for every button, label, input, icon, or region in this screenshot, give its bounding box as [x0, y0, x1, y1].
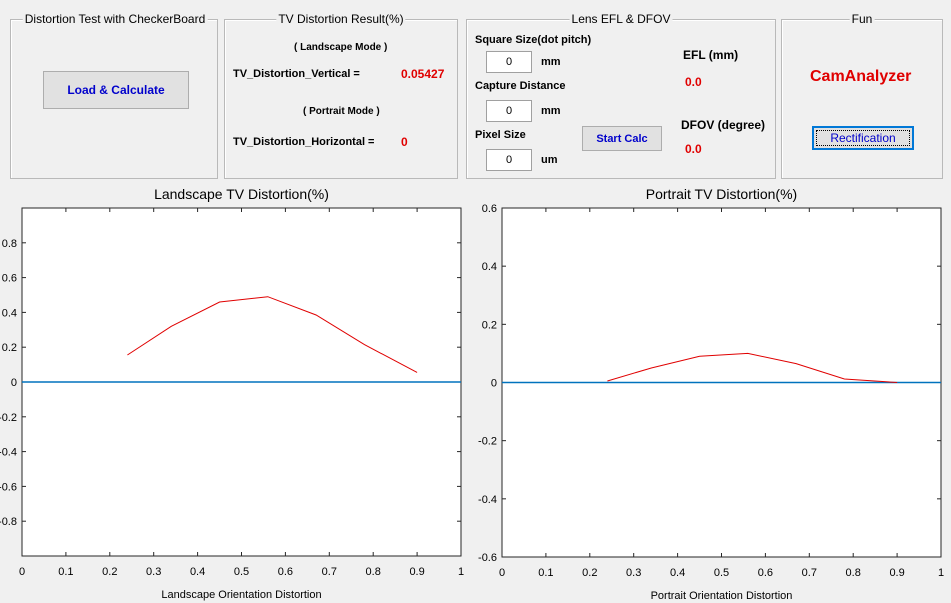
- landscape-y-tick-label: 0.8: [2, 238, 17, 250]
- portrait-x-tick-label: 0.3: [626, 567, 641, 579]
- portrait-distortion-chart: Portrait TV Distortion(%) 0 0.1 0.2 0.3 0.4 0.…: [478, 186, 944, 602]
- portrait-series-line-0: [607, 352, 898, 383]
- landscape-title: Landscape TV Distortion(%): [154, 186, 329, 202]
- portrait-x-tick-label: 0.4: [670, 567, 685, 579]
- tv-distortion-horizontal-value: 0: [401, 135, 408, 149]
- pixel-size-input[interactable]: [486, 149, 532, 171]
- portrait-x-tick-label: 0.2: [582, 567, 597, 579]
- rectification-button[interactable]: Rectification: [812, 126, 914, 150]
- portrait-y-tick-label: 0: [491, 378, 497, 390]
- square-size-label: Square Size(dot pitch): [475, 34, 592, 46]
- portrait-y-tick-label: -0.2: [478, 436, 497, 448]
- landscape-x-axis-label: Landscape Orientation Distortion: [161, 589, 321, 601]
- camanalyzer-brand: CamAnalyzer: [810, 68, 912, 85]
- portrait-x-tick-label: 1: [938, 567, 944, 579]
- landscape-x-tick-label: 0.6: [278, 566, 293, 578]
- landscape-y-tick-label: -0.8: [0, 516, 17, 528]
- pixel-size-label: Pixel Size: [475, 129, 526, 141]
- efl-label: EFL (mm): [683, 48, 739, 62]
- tv-distortion-vertical-label: TV_Distortion_Vertical =: [233, 68, 360, 80]
- square-size-unit: mm: [541, 56, 561, 68]
- landscape-x-tick-label: 0: [19, 566, 25, 578]
- portrait-y-tick-label: -0.4: [478, 494, 497, 506]
- landscape-y-tick-label: -0.6: [0, 481, 17, 493]
- portrait-x-tick-label: 0.9: [889, 567, 904, 579]
- landscape-x-tick-label: 0.2: [102, 566, 117, 578]
- pixel-size-unit: um: [541, 154, 558, 166]
- result-panel-title: TV Distortion Result(%): [276, 12, 406, 26]
- tv-distortion-vertical-value: 0.05427: [401, 67, 445, 81]
- landscape-x-tick-label: 0.4: [190, 566, 205, 578]
- landscape-x-tick-label: 0.9: [409, 566, 424, 578]
- tv-distortion-result-panel: TV Distortion Result(%) ( Landscape Mode…: [224, 12, 458, 179]
- portrait-x-tick-label: 0.6: [758, 567, 773, 579]
- checkerboard-panel-title: Distortion Test with CheckerBoard: [22, 12, 208, 26]
- portrait-title: Portrait TV Distortion(%): [646, 186, 797, 202]
- landscape-x-tick-label: 0.3: [146, 566, 161, 578]
- landscape-distortion-chart: Landscape TV Distortion(%) 0 0.1 0.2 0.3 0.4 0…: [0, 186, 464, 601]
- portrait-x-axis-label: Portrait Orientation Distortion: [651, 590, 793, 602]
- dfov-value: 0.0: [685, 142, 702, 156]
- portrait-x-tick-label: 0: [499, 567, 505, 579]
- landscape-x-tick-label: 0.8: [366, 566, 381, 578]
- portrait-y-tick-label: 0.2: [482, 319, 497, 331]
- landscape-series-line-0: [127, 296, 418, 373]
- capture-distance-unit: mm: [541, 105, 561, 117]
- landscape-y-tick-label: 0.6: [2, 273, 17, 285]
- dfov-label: DFOV (degree): [681, 118, 766, 132]
- portrait-x-tick-label: 0.1: [538, 567, 553, 579]
- fun-panel: Fun CamAnalyzer Rectification: [781, 12, 943, 179]
- fun-panel-title: Fun: [849, 12, 875, 26]
- portrait-y-tick-label: 0.4: [482, 261, 497, 273]
- lens-efl-dfov-panel: Lens EFL & DFOV Square Size(dot pitch) m…: [466, 12, 776, 179]
- load-calculate-button[interactable]: Load & Calculate: [43, 71, 189, 109]
- landscape-x-tick-label: 0.7: [322, 566, 337, 578]
- landscape-y-tick-label: 0.4: [2, 307, 17, 319]
- landscape-y-tick-label: 0: [11, 377, 17, 389]
- landscape-x-tick-label: 1: [458, 566, 464, 578]
- checkerboard-panel: Distortion Test with CheckerBoard Load &…: [10, 12, 218, 179]
- start-calc-button[interactable]: Start Calc: [582, 126, 662, 151]
- portrait-mode-label: ( Portrait Mode ): [303, 106, 380, 117]
- efl-value: 0.0: [685, 75, 702, 89]
- portrait-x-tick-label: 0.5: [714, 567, 729, 579]
- portrait-y-tick-label: -0.6: [478, 552, 497, 564]
- portrait-y-tick-label: 0.6: [482, 203, 497, 215]
- tv-distortion-horizontal-label: TV_Distortion_Horizontal =: [233, 136, 375, 148]
- capture-distance-input[interactable]: [486, 100, 532, 122]
- square-size-input[interactable]: [486, 51, 532, 73]
- landscape-x-tick-label: 0.1: [58, 566, 73, 578]
- lens-panel-title: Lens EFL & DFOV: [569, 12, 673, 26]
- landscape-y-tick-label: -0.4: [0, 447, 17, 459]
- landscape-mode-label: ( Landscape Mode ): [294, 42, 388, 53]
- portrait-x-tick-label: 0.7: [802, 567, 817, 579]
- landscape-x-tick-label: 0.5: [234, 566, 249, 578]
- portrait-x-tick-label: 0.8: [846, 567, 861, 579]
- landscape-y-tick-label: 0.2: [2, 342, 17, 354]
- landscape-y-tick-label: -0.2: [0, 412, 17, 424]
- capture-distance-label: Capture Distance: [475, 80, 566, 92]
